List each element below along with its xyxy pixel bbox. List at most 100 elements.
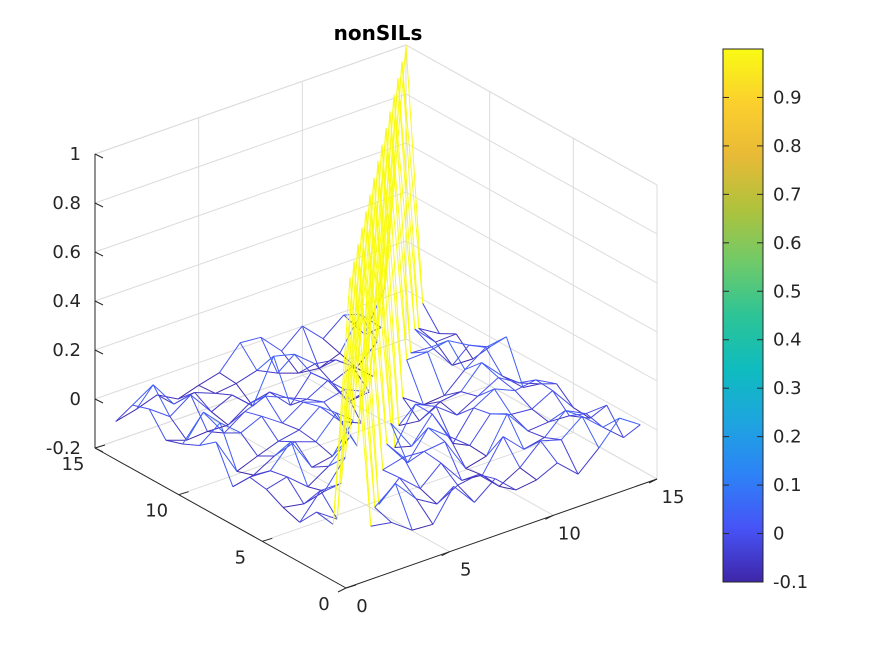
mesh-edge (306, 398, 324, 403)
mesh-edge (457, 484, 475, 503)
mesh-edge (589, 404, 608, 419)
mesh-edge (540, 440, 558, 464)
mesh-edge (215, 441, 238, 472)
mesh-edge (236, 455, 258, 472)
mesh-edge (257, 440, 279, 457)
mesh-edge (240, 432, 259, 457)
mesh-edge (427, 340, 449, 353)
mesh-edge (411, 413, 433, 447)
mesh-edge (256, 355, 274, 371)
grid-line (302, 374, 554, 516)
mesh-edge (385, 127, 408, 360)
mesh-edge (203, 411, 221, 424)
colorbar-tick-label: 0.3 (773, 378, 802, 399)
mesh-edge (431, 413, 450, 437)
mesh-edge (286, 476, 305, 505)
mesh-edge (465, 467, 483, 476)
z-tick (94, 300, 104, 306)
mesh-edge (460, 362, 483, 392)
mesh-edge (177, 384, 199, 400)
mesh-edge (473, 388, 495, 409)
mesh-edge (361, 227, 380, 505)
mesh-edge (460, 391, 478, 397)
mesh-edge (560, 439, 579, 475)
mesh-edge (301, 325, 320, 369)
mesh-edge (190, 394, 212, 413)
mesh-edge (499, 485, 516, 491)
mesh-edge (270, 470, 288, 478)
mesh-edge (602, 417, 620, 428)
mesh-edge (398, 420, 420, 427)
mesh-edge (544, 410, 566, 438)
z-tick (94, 398, 104, 404)
mesh-edge (316, 511, 334, 525)
mesh-edge (493, 388, 512, 415)
mesh-edge (273, 353, 295, 357)
mesh-edge (485, 347, 503, 377)
mesh-edge (298, 429, 317, 443)
x-tick (648, 478, 658, 484)
mesh-edge (556, 383, 574, 408)
mesh-edge (427, 427, 446, 443)
mesh-edge (435, 341, 453, 366)
mesh-edge (502, 436, 525, 450)
mesh-edge (115, 404, 133, 422)
mesh-edge (231, 394, 250, 405)
mesh-edge (186, 431, 208, 441)
mesh-edge (244, 411, 262, 417)
mesh-edge (269, 391, 287, 399)
mesh-edge (403, 457, 421, 489)
mesh-edge (485, 413, 508, 457)
mesh-edge (115, 408, 137, 422)
mesh-edge (540, 439, 562, 442)
mesh-edge (415, 403, 433, 415)
mesh-edge (249, 470, 271, 478)
mesh-edge (269, 391, 291, 406)
mesh-edge (311, 455, 333, 468)
y-axis-line (94, 447, 347, 589)
mesh-edge (581, 415, 604, 428)
x-tick-label: 15 (662, 487, 685, 508)
mesh-edge (306, 380, 329, 400)
mesh-edge (581, 416, 600, 449)
mesh-edge (203, 411, 225, 434)
mesh-edge (249, 476, 267, 490)
mesh-edge (414, 328, 432, 348)
mesh-edge (464, 347, 487, 370)
z-tick (94, 447, 104, 453)
mesh-edge (410, 346, 432, 354)
grid-line (405, 142, 658, 284)
x-tick (337, 587, 347, 593)
mesh-edge (215, 383, 237, 394)
y-tick-label: 5 (235, 547, 246, 568)
mesh-edge (365, 210, 384, 470)
mesh-edge (440, 462, 459, 486)
mesh-edge (157, 394, 179, 400)
mesh-edge (298, 406, 321, 431)
mesh-edge (277, 353, 295, 374)
mesh-edge (390, 422, 412, 447)
mesh-edge (456, 395, 479, 416)
mesh-edge (432, 486, 455, 525)
mesh-edge (286, 476, 309, 488)
mesh-edge (519, 379, 536, 384)
mesh-edge (353, 260, 376, 508)
mesh-edge (505, 336, 524, 388)
mesh-edge (289, 372, 312, 406)
grid-lines (94, 44, 658, 589)
colorbar-tick-label: 0.4 (773, 330, 802, 351)
mesh-edge (416, 498, 438, 505)
mesh-edge (439, 401, 458, 416)
z-tick-label: 0 (70, 389, 81, 410)
colorbar-tick-label: 0.6 (773, 233, 802, 254)
mesh-edge (393, 94, 416, 330)
mesh-edge (418, 327, 440, 335)
mesh-edge (407, 427, 429, 464)
mesh-edge (397, 78, 420, 329)
mesh-edge (156, 394, 175, 405)
mesh-edge (402, 397, 424, 406)
mesh-edge (327, 380, 345, 390)
mesh-edge (307, 465, 329, 488)
mesh-edge (494, 478, 517, 491)
